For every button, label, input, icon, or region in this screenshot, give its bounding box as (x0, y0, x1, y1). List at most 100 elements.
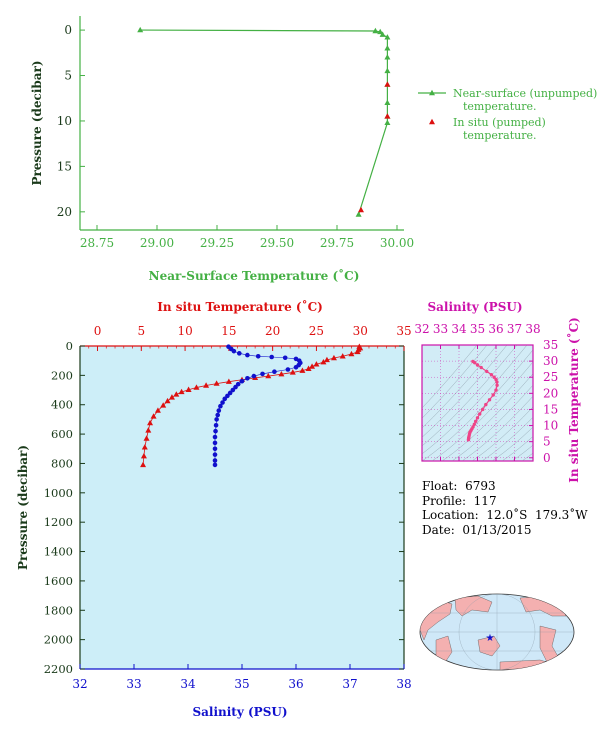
ts-point (491, 393, 495, 397)
temperature-point (339, 353, 346, 359)
ts-point (475, 416, 480, 420)
ts-y-axis-label: In situ Temperature (˚C) (566, 317, 581, 483)
salinity-point (212, 440, 218, 446)
date-label: Date: (422, 522, 455, 537)
bottom-axis-label: Salinity (PSU) (192, 705, 287, 719)
y-tick-label: 0 (66, 339, 73, 353)
salinity-point (230, 387, 236, 393)
float-row: Float: 6793 (422, 479, 588, 494)
salinity-point (239, 378, 245, 384)
near-surface-point (384, 119, 391, 125)
y-tick-label: 5 (64, 69, 72, 83)
density-contour (422, 345, 508, 438)
world-map: ★ (419, 593, 575, 671)
x-tick-label: 29.25 (200, 236, 234, 250)
temperature-point (299, 367, 306, 373)
ts-x-tick-label: 32 (414, 322, 429, 336)
salinity-point (235, 381, 241, 387)
y-axis-label: Pressure (decibar) (30, 60, 44, 185)
y-tick-label: 600 (51, 427, 73, 441)
near-surface-point (379, 31, 386, 37)
y-tick-label: 10 (57, 114, 72, 128)
density-contour (481, 416, 533, 461)
y-tick-label: 1600 (44, 574, 73, 588)
near-surface-line (140, 29, 388, 215)
salinity-point (212, 452, 218, 457)
temperature-point (225, 378, 232, 384)
profile-label: Profile: (422, 493, 467, 508)
ts-point (478, 412, 482, 416)
salinity-point (231, 348, 237, 354)
temperature-point (160, 402, 167, 408)
float-location-marker: ★ (486, 633, 495, 644)
near-surface-point (137, 26, 144, 33)
temperature-point (320, 358, 327, 365)
bottom-tick-label: 32 (72, 677, 87, 691)
salinity-point (216, 408, 222, 413)
bottom-tick-label: 33 (126, 677, 141, 691)
near-surface-point (384, 34, 391, 40)
legend-label-in-situ: In situ (pumped) temperature. (453, 116, 546, 142)
density-contour (422, 345, 498, 429)
salinity-point (215, 412, 220, 418)
ts-point (473, 361, 477, 365)
map-graticule (420, 594, 574, 670)
temperature-point (193, 384, 200, 390)
location-row: Location: 12.0˚S 179.3˚W (422, 508, 588, 523)
salinity-point (218, 403, 223, 409)
density-contour (422, 345, 478, 409)
temperature-point (147, 419, 154, 426)
near-surface-point (372, 27, 379, 34)
y-axis-label: Pressure (decibar) (16, 445, 30, 570)
salinity-point (212, 462, 218, 468)
temperature-point (265, 372, 272, 379)
top-tick-label: 15 (221, 324, 236, 338)
temperature-point (354, 348, 361, 355)
temperature-point (185, 386, 192, 392)
y-tick-label: 800 (51, 456, 73, 470)
bottom-tick-label: 34 (180, 677, 196, 691)
x-tick-label: 28.75 (80, 236, 114, 250)
ts-point (492, 375, 496, 379)
ts-point (487, 398, 492, 402)
temperature-point (278, 370, 285, 377)
ts-y-tick-label: 35 (543, 338, 558, 352)
near-surface-point (355, 211, 362, 217)
temperature-point (150, 413, 157, 419)
density-contour (491, 426, 533, 461)
density-contour (471, 406, 533, 461)
ts-y-tick-label: 30 (543, 354, 558, 368)
legend-marker-in-situ (429, 118, 435, 125)
density-contour (511, 444, 533, 461)
salinity-point (260, 371, 265, 377)
ts-x-tick-label: 35 (470, 322, 485, 336)
ts-x-tick-label: 38 (525, 322, 540, 336)
near-surface-point (384, 99, 391, 105)
y-tick-label: 1000 (44, 486, 73, 500)
salinity-point (233, 384, 238, 390)
ts-x-axis-label: Salinity (PSU) (427, 300, 522, 314)
ts-point (494, 388, 498, 392)
ts-y-tick-label: 5 (543, 435, 551, 449)
near-surface-point (384, 45, 391, 51)
temperature-point (143, 435, 150, 441)
float-label: Float: (422, 479, 458, 493)
profile-value: 117 (473, 493, 497, 508)
density-contour (422, 345, 488, 419)
legend-label-line: temperature. (463, 100, 537, 113)
near-surface-legend: Near-surface (unpumped) temperature.In si… (418, 87, 597, 142)
salinity-point (293, 364, 299, 370)
salinity-point (213, 422, 219, 428)
date-row: Date: 01/13/2015 (422, 523, 588, 538)
density-contour (501, 436, 533, 461)
salinity-point (272, 369, 277, 374)
density-contour (431, 361, 533, 461)
y-tick-label: 400 (51, 398, 73, 412)
salinity-point (251, 373, 257, 379)
temperature-point (313, 361, 320, 367)
salinity-point (227, 390, 233, 396)
y-tick-label: 1400 (44, 545, 73, 559)
salinity-point (212, 434, 218, 440)
